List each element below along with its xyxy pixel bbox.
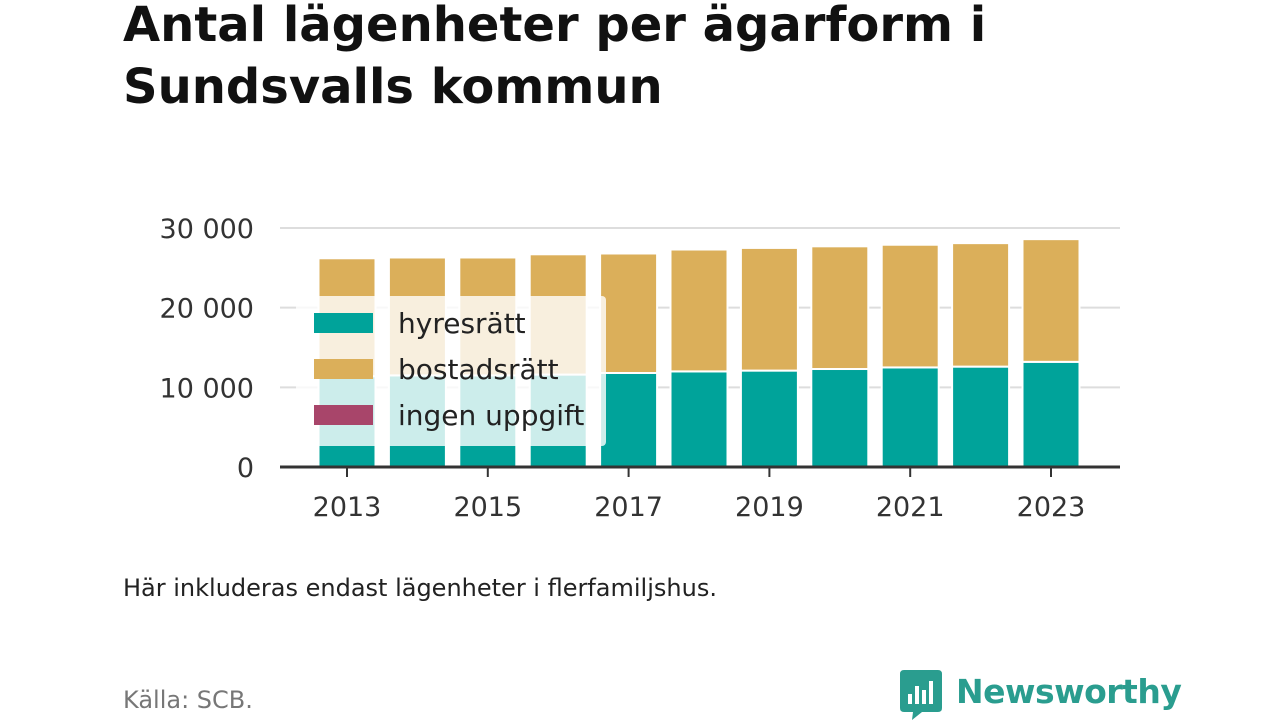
y-tick-label: 30 000	[160, 214, 254, 245]
bar-segment	[951, 365, 1011, 468]
y-tick-label: 20 000	[160, 294, 254, 325]
bar-segment	[739, 369, 799, 468]
x-tick-label: 2019	[735, 492, 804, 523]
bar-segment	[739, 246, 799, 372]
x-tick-label: 2017	[594, 492, 663, 523]
bar-segment	[810, 368, 870, 469]
bar-segment	[810, 245, 870, 371]
legend-box	[296, 296, 606, 446]
legend-label: bostadsrätt	[398, 353, 559, 386]
legend: hyresrätt bostadsrätt ingen uppgift	[296, 296, 606, 446]
bar-segment	[599, 252, 659, 374]
chart-title: Antal lägenheter per ägarform i Sundsval…	[123, 0, 987, 115]
x-tick-label: 2013	[313, 492, 382, 523]
bar-segment	[669, 248, 729, 373]
bar-segment	[669, 370, 729, 468]
axes: 0 10 000 20 000 30 000 2013 2015 2017 2019 2021 2…	[160, 214, 1120, 523]
source-text: Källa: SCB.	[123, 686, 253, 714]
legend-label: hyresrätt	[398, 307, 526, 340]
bar-segment	[951, 242, 1011, 368]
x-tick-label: 2023	[1017, 492, 1086, 523]
bar-segment	[599, 371, 659, 469]
legend-swatch	[314, 313, 373, 333]
brand-name: Newsworthy	[956, 672, 1182, 711]
bar-segment	[1021, 238, 1081, 363]
chart-note: Här inkluderas endast lägenheter i flerf…	[123, 574, 717, 602]
brand-logo: Newsworthy	[900, 670, 1182, 720]
bar-segment	[880, 366, 940, 468]
bar-segment	[1021, 360, 1081, 468]
legend-swatch	[314, 405, 373, 425]
x-tick-label: 2021	[876, 492, 945, 523]
x-tick-label: 2015	[453, 492, 522, 523]
newsworthy-logo-icon	[900, 670, 942, 720]
y-tick-label: 0	[237, 453, 254, 484]
legend-label: ingen uppgift	[398, 399, 584, 432]
y-tick-label: 10 000	[160, 373, 254, 404]
bar-segment	[880, 243, 940, 369]
legend-swatch	[314, 359, 373, 379]
